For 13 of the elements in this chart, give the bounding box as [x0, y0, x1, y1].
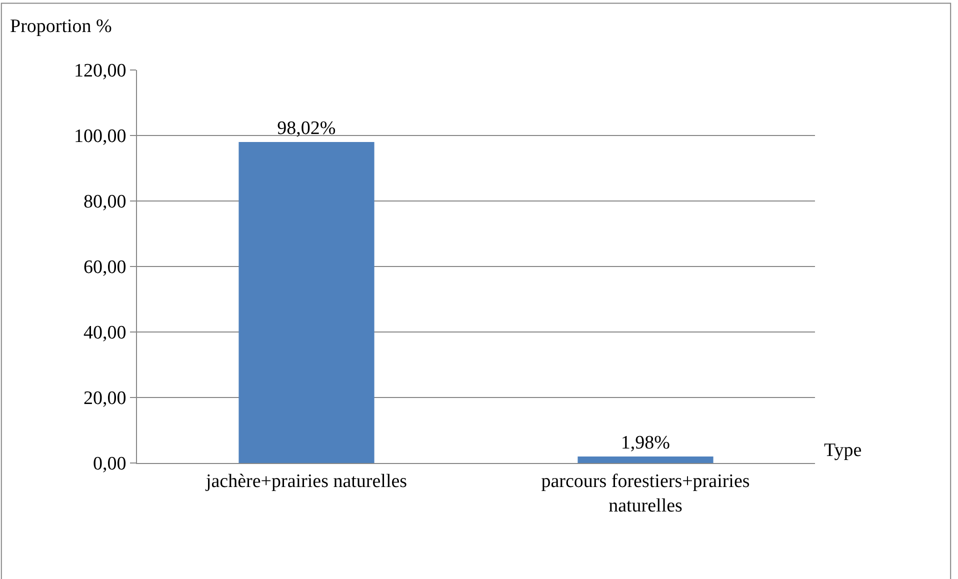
x-tick-label: parcours forestiers+prairies naturelles — [541, 470, 750, 516]
y-tick-label: 20,00 — [83, 388, 126, 410]
x-tick-label: jachère+prairies naturelles — [204, 470, 408, 492]
data-label: 1,98% — [620, 432, 670, 454]
y-tick-label: 80,00 — [83, 192, 126, 213]
y-axis-title: Proportion % — [10, 16, 112, 37]
y-tick-label: 100,00 — [74, 126, 126, 148]
y-tick-label: 120,00 — [74, 60, 126, 82]
y-tick-label: 0,00 — [92, 454, 126, 475]
x-axis-title: Type — [824, 440, 862, 461]
y-tick-label: 40,00 — [83, 322, 126, 344]
y-tick-label: 60,00 — [83, 257, 126, 278]
data-label: 98,02% — [277, 118, 336, 139]
